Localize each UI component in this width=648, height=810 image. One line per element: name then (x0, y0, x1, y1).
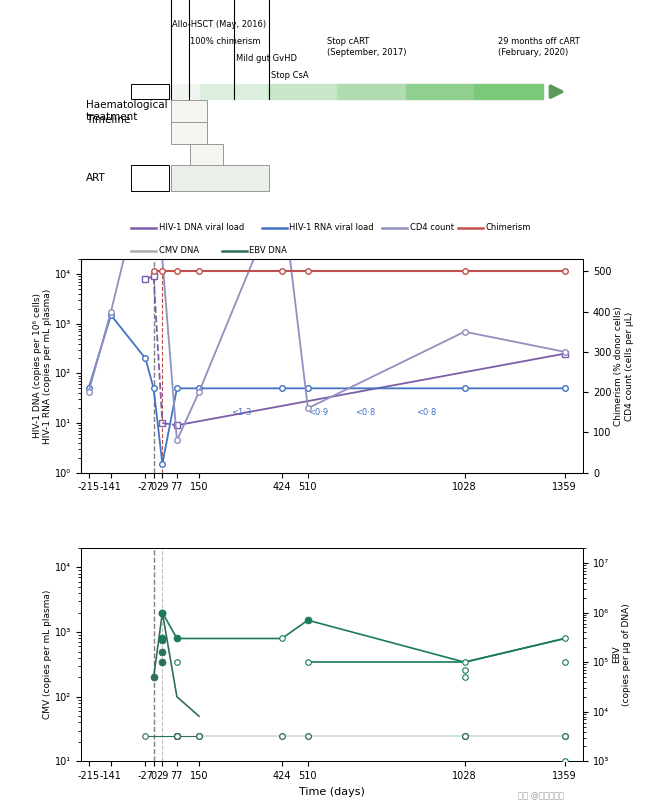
Text: Timeline: Timeline (86, 115, 130, 125)
Y-axis label: Chimerism (% donor cells)
CD4 count (cells per µL): Chimerism (% donor cells) CD4 count (cel… (614, 306, 634, 426)
Y-axis label: HIV-1 DNA (copies per 10⁶ cells)
HIV-1 RNA (copies per mL plasma): HIV-1 DNA (copies per 10⁶ cells) HIV-1 R… (33, 288, 52, 444)
Text: <1·3: <1·3 (231, 408, 251, 417)
Text: 头条 @药都秘医生: 头条 @药都秘医生 (518, 791, 564, 799)
Bar (131, 165, 169, 190)
Bar (191, 143, 223, 165)
Bar (171, 100, 207, 122)
Bar (171, 122, 207, 143)
Y-axis label: EBV
(copies per µg of DNA): EBV (copies per µg of DNA) (612, 603, 631, 706)
Bar (171, 165, 270, 190)
Text: CMV DNA: CMV DNA (159, 246, 199, 255)
Text: <0·9: <0·9 (308, 408, 329, 417)
Bar (406, 84, 474, 99)
Text: Stop cART
(September, 2017): Stop cART (September, 2017) (327, 37, 406, 57)
Text: TDF+FTC
+RAL: TDF+FTC +RAL (134, 172, 167, 185)
Bar (131, 84, 169, 99)
Text: EBV DNA: EBV DNA (249, 246, 287, 255)
Text: Chimerism: Chimerism (485, 223, 531, 232)
Text: 100% chimerism: 100% chimerism (191, 37, 261, 46)
Y-axis label: CMV (copies per mL plasma): CMV (copies per mL plasma) (43, 590, 52, 719)
Text: HIV-1 DNA viral load: HIV-1 DNA viral load (159, 223, 244, 232)
Text: <0·8: <0·8 (355, 408, 375, 417)
Bar (191, 165, 253, 190)
Text: CD4 count: CD4 count (410, 223, 454, 232)
Text: Mild gut GvHD: Mild gut GvHD (236, 54, 297, 63)
Text: <0·8: <0·8 (416, 408, 436, 417)
Text: CsA: CsA (214, 173, 229, 182)
Bar (474, 84, 543, 99)
Text: Haematological
treatment: Haematological treatment (86, 100, 168, 122)
Text: Allo-HSCT (May, 2016): Allo-HSCT (May, 2016) (172, 20, 266, 29)
X-axis label: Time (days): Time (days) (299, 787, 365, 797)
Bar (268, 84, 337, 99)
Text: LACE: LACE (179, 106, 199, 116)
Text: 29 months off cART
(February, 2020): 29 months off cART (February, 2020) (498, 37, 579, 57)
Bar (200, 84, 268, 99)
Text: MTX: MTX (198, 150, 215, 159)
Text: Anti-
CD52: Anti- CD52 (179, 123, 200, 143)
Text: Stop CsA: Stop CsA (271, 70, 308, 79)
Text: ART: ART (86, 173, 106, 183)
Bar (131, 84, 200, 99)
Bar (337, 84, 406, 99)
Text: RPV+3TC+DTG: RPV+3TC+DTG (186, 173, 255, 182)
Text: HIV-1 RNA viral load: HIV-1 RNA viral load (290, 223, 374, 232)
